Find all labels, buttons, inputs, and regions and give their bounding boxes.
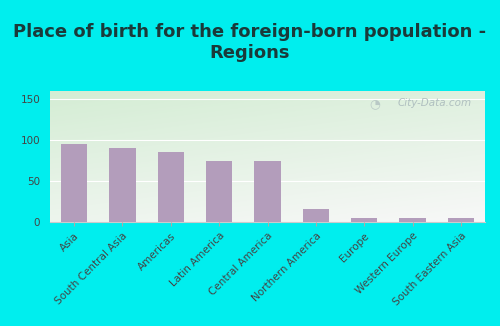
Bar [206, 161, 233, 222]
Bar [158, 152, 184, 222]
Bar [254, 161, 281, 222]
Bar [351, 218, 378, 222]
Bar [109, 147, 136, 222]
Bar [61, 144, 88, 222]
Bar [302, 209, 329, 222]
Text: Place of birth for the foreign-born population -
Regions: Place of birth for the foreign-born popu… [14, 23, 486, 62]
Bar [448, 218, 474, 222]
Text: City-Data.com: City-Data.com [398, 98, 472, 108]
Text: ◔: ◔ [370, 97, 380, 110]
Bar [399, 218, 426, 222]
